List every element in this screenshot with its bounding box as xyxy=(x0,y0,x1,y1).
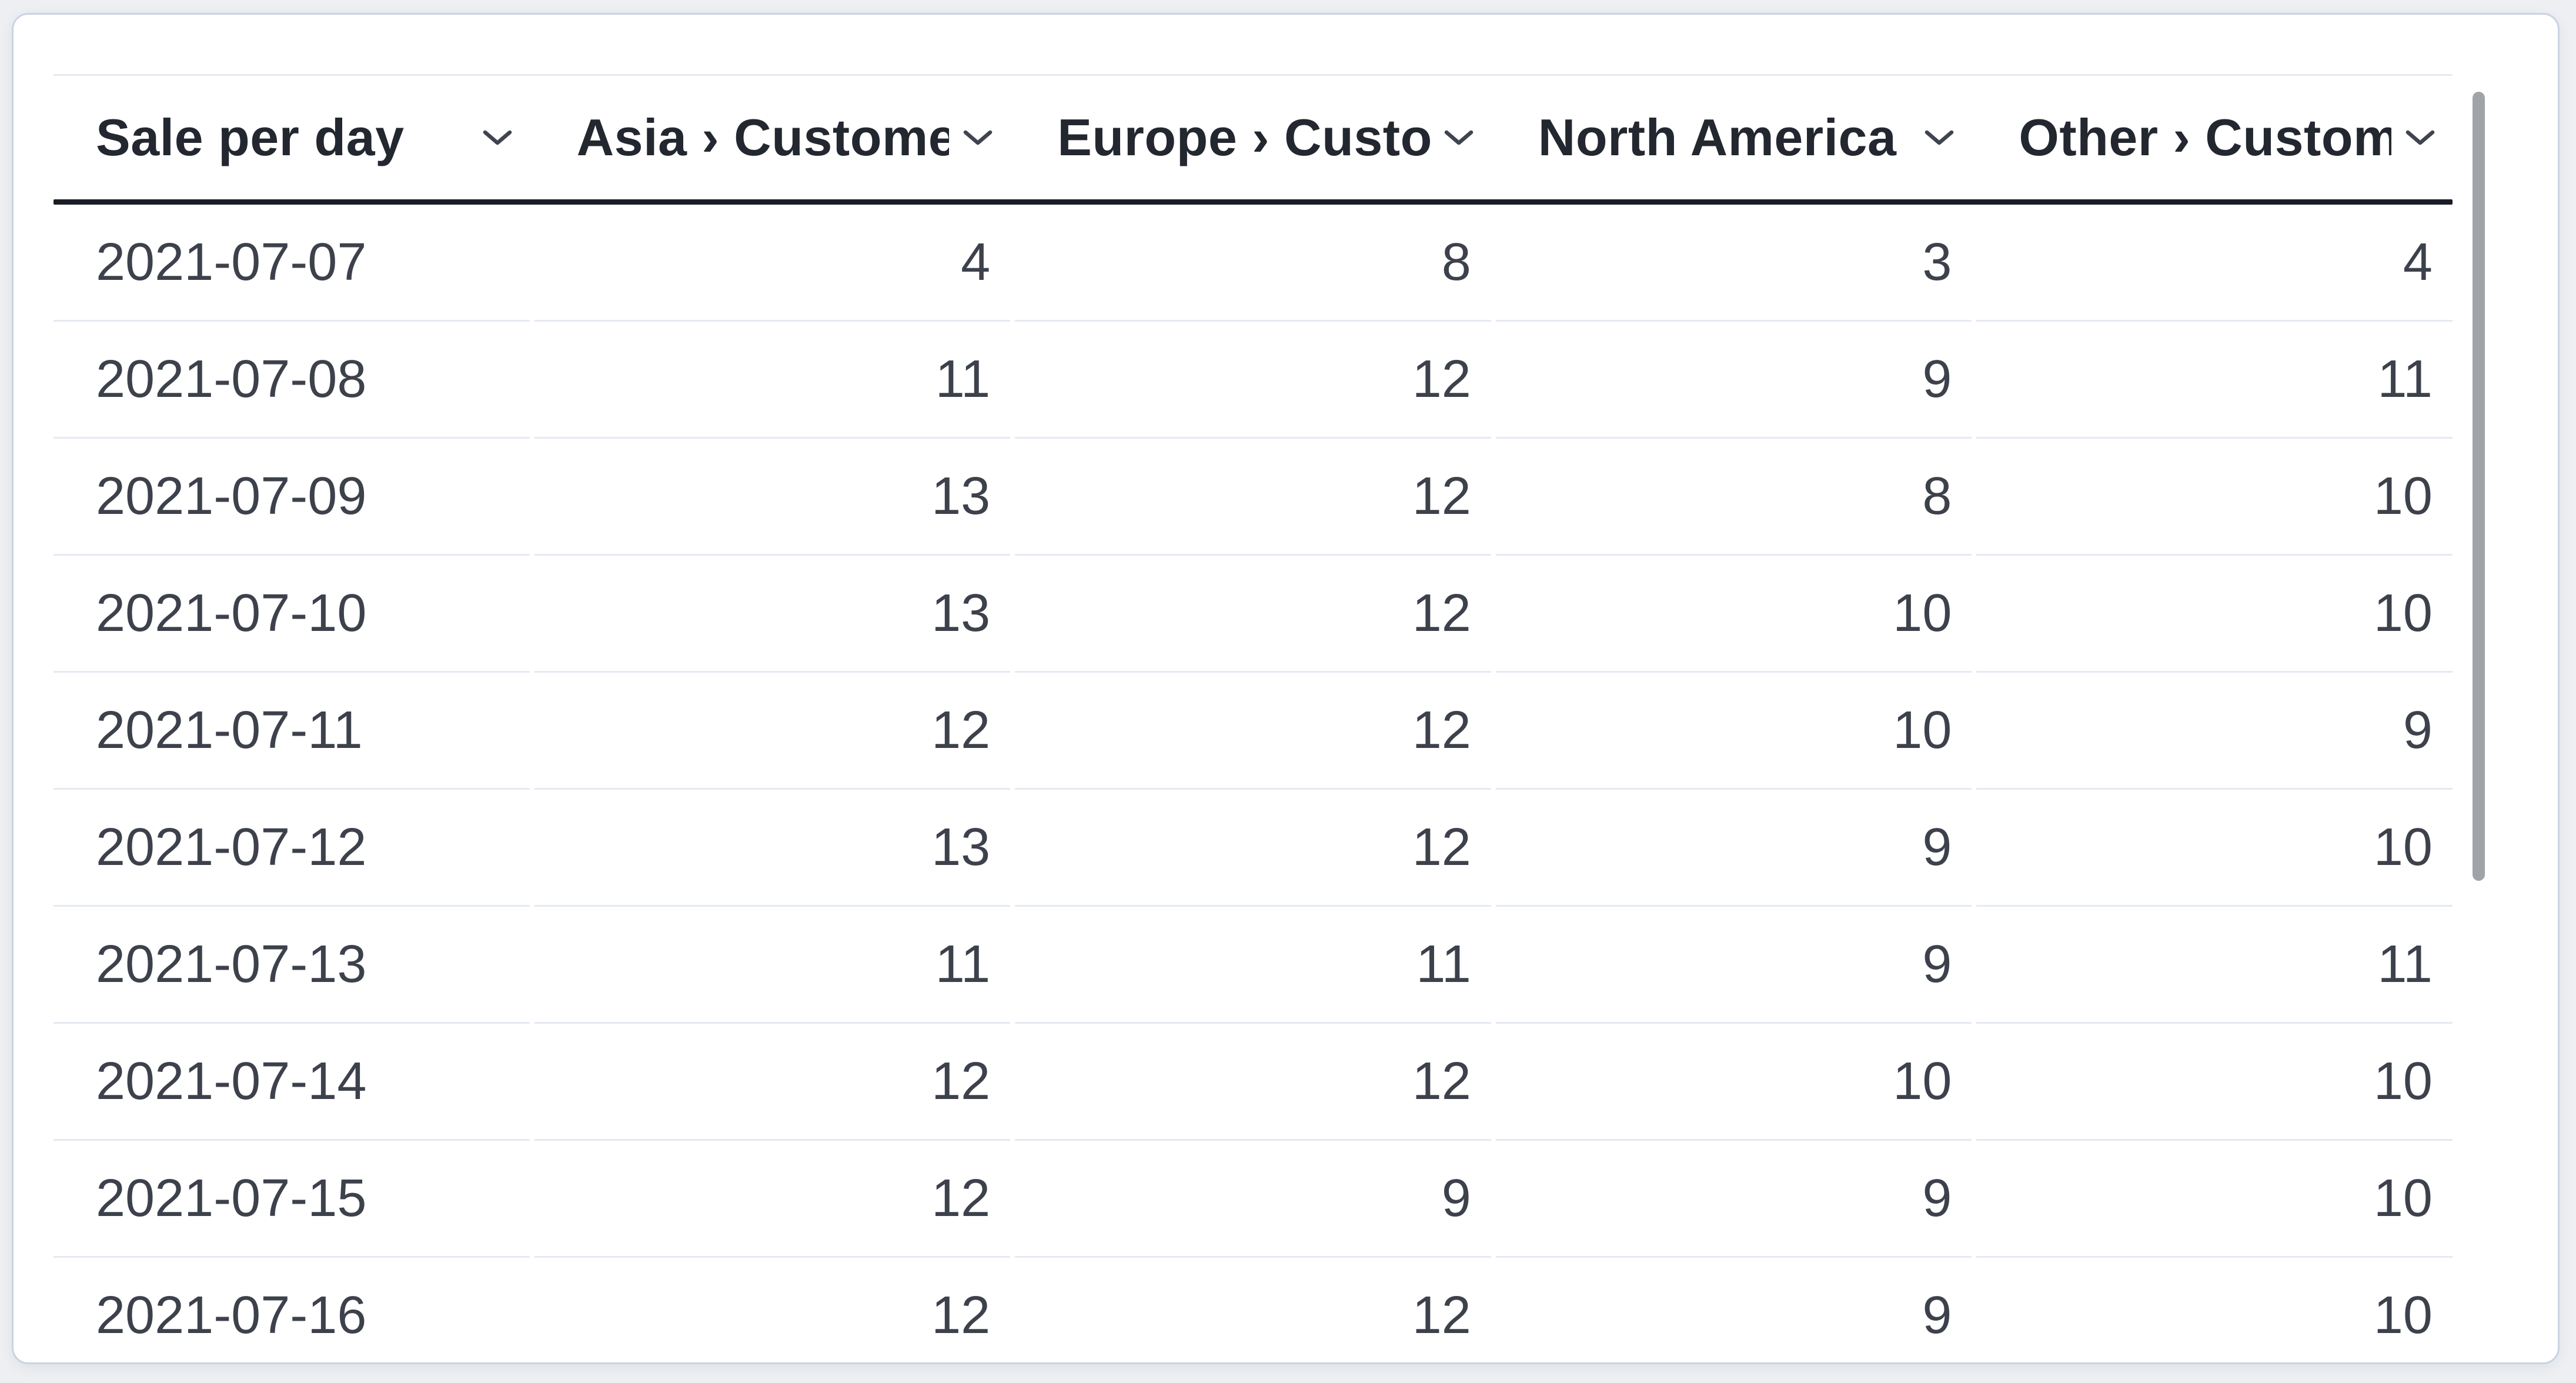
column-header-other-customers[interactable]: Other › Customers xyxy=(1976,76,2453,199)
cell-value[interactable]: 9 xyxy=(1495,790,1972,907)
cell-value[interactable]: 13 xyxy=(534,790,1011,907)
cell-value[interactable]: 9 xyxy=(1976,673,2453,790)
cell-value[interactable]: 12 xyxy=(1015,790,1491,907)
chevron-down-icon[interactable] xyxy=(962,129,994,146)
header-underline xyxy=(54,199,2453,205)
column-header-label: Europe › Customers xyxy=(1057,108,1430,166)
cell-value[interactable]: 12 xyxy=(1015,556,1491,673)
cell-value[interactable]: 10 xyxy=(1976,1141,2453,1258)
cell-value[interactable]: 12 xyxy=(1015,673,1491,790)
cell-value[interactable]: 12 xyxy=(534,1141,1011,1258)
cell-date[interactable]: 2021-07-07 xyxy=(54,205,530,322)
cell-value[interactable]: 10 xyxy=(1976,1258,2453,1362)
vertical-scrollbar-thumb[interactable] xyxy=(2473,92,2485,881)
cell-value[interactable]: 12 xyxy=(534,1024,1011,1141)
table-row: 2021-07-14 12 12 10 10 xyxy=(54,1024,2453,1141)
table-row: 2021-07-08 11 12 9 11 xyxy=(54,322,2453,439)
chevron-down-icon[interactable] xyxy=(2404,129,2436,146)
cell-value[interactable]: 10 xyxy=(1976,790,2453,907)
cell-value[interactable]: 10 xyxy=(1495,673,1972,790)
cell-value[interactable]: 13 xyxy=(534,556,1011,673)
cell-value[interactable]: 13 xyxy=(534,439,1011,556)
table-row: 2021-07-13 11 11 9 11 xyxy=(54,907,2453,1024)
cell-date[interactable]: 2021-07-09 xyxy=(54,439,530,556)
cell-value[interactable]: 4 xyxy=(534,205,1011,322)
table-row: 2021-07-12 13 12 9 10 xyxy=(54,790,2453,907)
column-header-north-america-customers[interactable]: North America › Customers xyxy=(1495,76,1972,199)
cell-value[interactable]: 8 xyxy=(1015,205,1491,322)
table-row: 2021-07-15 12 9 9 10 xyxy=(54,1141,2453,1258)
cell-value[interactable]: 11 xyxy=(534,907,1011,1024)
column-header-sale-per-day[interactable]: Sale per day xyxy=(54,76,530,199)
cell-value[interactable]: 11 xyxy=(534,322,1011,439)
cell-value[interactable]: 12 xyxy=(1015,322,1491,439)
table-card: Sale per day Asia › Customers Europe › C… xyxy=(12,13,2560,1364)
table-row: 2021-07-09 13 12 8 10 xyxy=(54,439,2453,556)
column-header-label: Asia › Customers xyxy=(576,108,950,166)
column-header-asia-customers[interactable]: Asia › Customers xyxy=(534,76,1011,199)
table-row: 2021-07-10 13 12 10 10 xyxy=(54,556,2453,673)
cell-value[interactable]: 9 xyxy=(1496,1258,1972,1362)
cell-date[interactable]: 2021-07-16 xyxy=(54,1258,530,1362)
cell-date[interactable]: 2021-07-13 xyxy=(54,907,530,1024)
cell-value[interactable]: 10 xyxy=(1976,556,2453,673)
cell-value[interactable]: 12 xyxy=(534,1258,1011,1362)
cell-date[interactable]: 2021-07-12 xyxy=(54,790,530,907)
cell-value[interactable]: 9 xyxy=(1015,1141,1491,1258)
table-body: 2021-07-07 4 8 3 4 2021-07-08 11 12 9 11 2021-07-0… xyxy=(54,205,2453,1362)
cell-date[interactable]: 2021-07-11 xyxy=(54,673,530,790)
column-header-europe-customers[interactable]: Europe › Customers xyxy=(1015,76,1491,199)
table-row: 2021-07-11 12 12 10 9 xyxy=(54,673,2453,790)
table-header-row: Sale per day Asia › Customers Europe › C… xyxy=(54,74,2453,199)
cell-value[interactable]: 9 xyxy=(1495,322,1972,439)
cell-date[interactable]: 2021-07-10 xyxy=(54,556,530,673)
data-table: Sale per day Asia › Customers Europe › C… xyxy=(54,74,2453,1362)
cell-value[interactable]: 10 xyxy=(1495,1024,1972,1141)
column-header-label: Sale per day xyxy=(96,108,405,166)
column-header-label: North America › Customers xyxy=(1538,108,1911,166)
cell-value[interactable]: 9 xyxy=(1495,907,1972,1024)
table-row: 2021-07-07 4 8 3 4 xyxy=(54,205,2453,322)
cell-value[interactable]: 10 xyxy=(1976,439,2453,556)
cell-value[interactable]: 9 xyxy=(1495,1141,1972,1258)
table-row: 2021-07-16 12 12 9 10 xyxy=(54,1258,2453,1362)
cell-value[interactable]: 3 xyxy=(1495,205,1972,322)
column-header-label: Other › Customers xyxy=(2019,108,2391,166)
cell-value[interactable]: 4 xyxy=(1976,205,2453,322)
chevron-down-icon[interactable] xyxy=(482,129,513,146)
chevron-down-icon[interactable] xyxy=(1923,129,1955,146)
cell-date[interactable]: 2021-07-14 xyxy=(54,1024,530,1141)
cell-date[interactable]: 2021-07-08 xyxy=(54,322,530,439)
cell-value[interactable]: 11 xyxy=(1976,907,2453,1024)
cell-value[interactable]: 12 xyxy=(1015,1258,1491,1362)
cell-value[interactable]: 12 xyxy=(1015,1024,1491,1141)
cell-value[interactable]: 8 xyxy=(1495,439,1972,556)
cell-value[interactable]: 11 xyxy=(1976,322,2453,439)
cell-value[interactable]: 10 xyxy=(1495,556,1972,673)
chevron-down-icon[interactable] xyxy=(1443,129,1475,146)
cell-value[interactable]: 10 xyxy=(1976,1024,2453,1141)
cell-value[interactable]: 12 xyxy=(534,673,1011,790)
cell-value[interactable]: 12 xyxy=(1015,439,1491,556)
cell-value[interactable]: 11 xyxy=(1015,907,1491,1024)
cell-date[interactable]: 2021-07-15 xyxy=(54,1141,530,1258)
